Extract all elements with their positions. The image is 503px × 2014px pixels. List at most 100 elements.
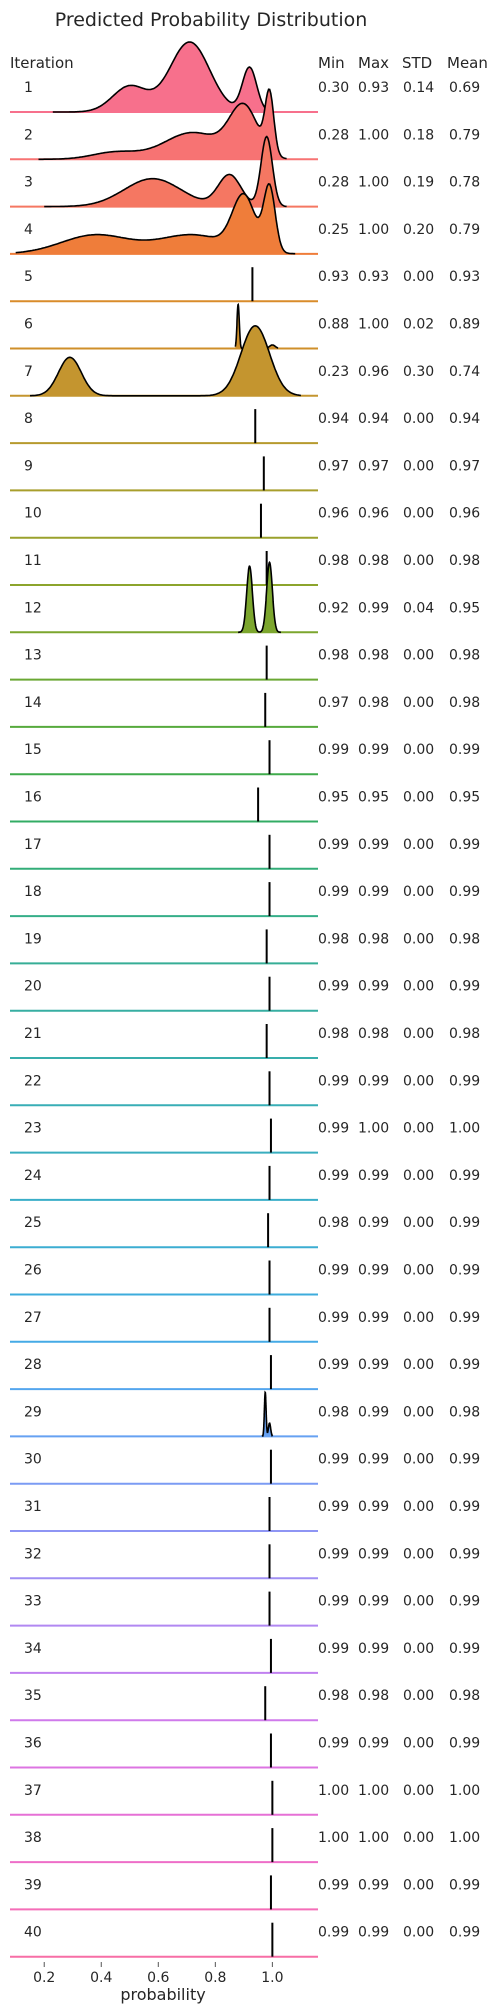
row-mean: 0.98 [449, 695, 480, 711]
row-std: 0.00 [403, 1215, 434, 1231]
ridge-row-22: 22 0.99 0.99 0.00 0.99 [10, 1071, 480, 1107]
row-iteration-label: 34 [24, 1641, 42, 1657]
ridge-row-26: 26 0.99 0.99 0.00 0.99 [10, 1260, 480, 1296]
row-mean: 0.98 [449, 931, 480, 947]
ridge-outline [52, 41, 273, 113]
row-iteration-label: 32 [24, 1546, 42, 1562]
row-iteration-label: 3 [24, 175, 33, 191]
row-max: 0.98 [358, 553, 389, 569]
row-std: 0.18 [403, 127, 434, 143]
row-min: 0.88 [318, 317, 349, 333]
row-iteration-label: 18 [24, 884, 42, 900]
row-mean: 0.98 [449, 553, 480, 569]
row-max: 0.99 [358, 1168, 389, 1184]
row-max: 0.99 [358, 1215, 389, 1231]
row-max: 0.99 [358, 1310, 389, 1326]
row-iteration-label: 26 [24, 1263, 42, 1279]
row-min: 0.99 [318, 1925, 349, 1941]
x-tick-label: 1.0 [261, 1970, 283, 1986]
chart-title: Predicted Probability Distribution [55, 9, 368, 31]
ridge-row-11: 11 0.98 0.98 0.00 0.98 [10, 551, 480, 586]
row-min: 0.98 [318, 1026, 349, 1042]
row-max: 1.00 [358, 1783, 389, 1799]
row-min: 0.93 [318, 269, 349, 285]
row-std: 0.00 [403, 1310, 434, 1326]
row-max: 0.96 [358, 364, 389, 380]
row-mean: 0.89 [449, 317, 480, 333]
row-std: 0.00 [403, 269, 434, 285]
ridge-row-24: 24 0.99 0.99 0.00 0.99 [10, 1165, 480, 1201]
row-iteration-label: 33 [24, 1594, 42, 1610]
row-max: 0.93 [358, 269, 389, 285]
row-max: 0.99 [358, 1357, 389, 1373]
row-std: 0.00 [403, 1830, 434, 1846]
row-iteration-label: 17 [24, 837, 42, 853]
row-mean: 0.98 [449, 1026, 480, 1042]
row-min: 0.99 [318, 837, 349, 853]
row-min: 0.95 [318, 790, 349, 806]
row-max: 0.99 [358, 837, 389, 853]
row-mean: 1.00 [449, 1783, 480, 1799]
ridge-row-37: 37 1.00 1.00 0.00 1.00 [10, 1780, 480, 1816]
row-min: 0.97 [318, 458, 349, 474]
row-std: 0.00 [403, 506, 434, 522]
row-std: 0.00 [403, 1546, 434, 1562]
ridge-row-8: 8 0.94 0.94 0.00 0.94 [10, 409, 480, 445]
row-std: 0.00 [403, 979, 434, 995]
row-iteration-label: 40 [24, 1925, 42, 1941]
x-tick-label: 0.8 [204, 1970, 226, 1986]
header-iteration: Iteration [10, 54, 74, 72]
row-min: 1.00 [318, 1830, 349, 1846]
row-mean: 0.94 [449, 411, 480, 427]
row-std: 0.00 [403, 1452, 434, 1468]
row-mean: 0.98 [449, 1404, 480, 1420]
row-mean: 0.78 [449, 175, 480, 191]
row-mean: 0.99 [449, 1215, 480, 1231]
row-iteration-label: 24 [24, 1168, 42, 1184]
ridge-row-13: 13 0.98 0.98 0.00 0.98 [10, 645, 480, 681]
ridge-outline [30, 324, 301, 397]
x-tick-label: 0.2 [33, 1970, 55, 1986]
row-std: 0.02 [403, 317, 434, 333]
row-max: 0.99 [358, 1073, 389, 1089]
row-min: 0.28 [318, 127, 349, 143]
row-mean: 0.95 [449, 600, 480, 616]
row-min: 0.99 [318, 1594, 349, 1610]
row-max: 0.99 [358, 1925, 389, 1941]
row-min: 0.99 [318, 1546, 349, 1562]
row-max: 0.99 [358, 1736, 389, 1752]
row-max: 0.99 [358, 1499, 389, 1515]
row-mean: 0.99 [449, 1452, 480, 1468]
row-iteration-label: 15 [24, 742, 42, 758]
row-max: 0.99 [358, 1641, 389, 1657]
row-max: 0.95 [358, 790, 389, 806]
header-std: STD [402, 54, 432, 72]
row-std: 0.00 [403, 837, 434, 853]
ridge-row-12: 12 0.92 0.99 0.04 0.95 [10, 561, 480, 634]
header-mean: Mean [447, 54, 488, 72]
row-mean: 0.97 [449, 458, 480, 474]
row-iteration-label: 10 [24, 506, 42, 522]
ridge-row-4: 4 0.25 1.00 0.20 0.79 [10, 182, 480, 255]
row-iteration-label: 11 [24, 553, 42, 569]
row-std: 0.00 [403, 931, 434, 947]
row-mean: 0.95 [449, 790, 480, 806]
ridge-row-2: 2 0.28 1.00 0.18 0.79 [10, 88, 480, 161]
row-max: 0.99 [358, 884, 389, 900]
row-iteration-label: 23 [24, 1121, 42, 1137]
ridge-row-30: 30 0.99 0.99 0.00 0.99 [10, 1449, 480, 1485]
ridge-area [44, 136, 287, 207]
row-std: 0.00 [403, 1263, 434, 1279]
row-iteration-label: 4 [24, 222, 33, 238]
row-mean: 0.98 [449, 1688, 480, 1704]
row-min: 1.00 [318, 1783, 349, 1799]
row-iteration-label: 36 [24, 1736, 42, 1752]
row-max: 1.00 [358, 222, 389, 238]
row-max: 0.98 [358, 1026, 389, 1042]
row-std: 0.00 [403, 1026, 434, 1042]
row-std: 0.00 [403, 1121, 434, 1137]
row-std: 0.00 [403, 790, 434, 806]
row-max: 0.93 [358, 80, 389, 96]
row-max: 1.00 [358, 127, 389, 143]
